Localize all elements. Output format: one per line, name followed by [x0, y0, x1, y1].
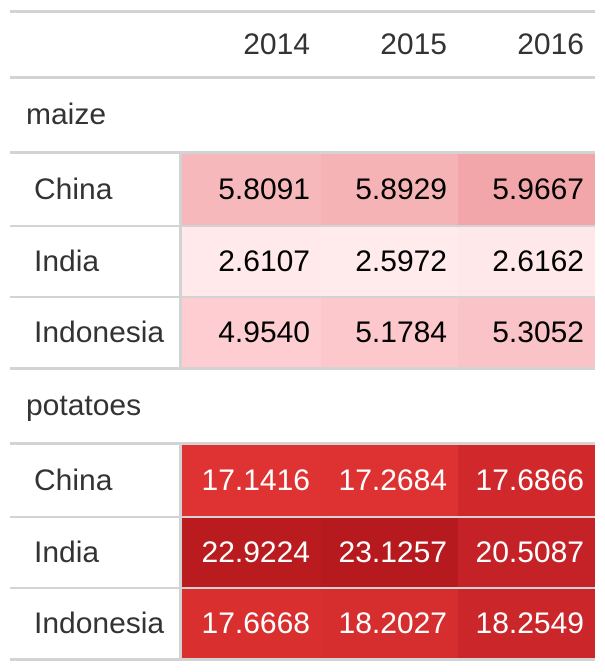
- table-row: China 5.8091 5.8929 5.9667: [10, 154, 595, 225]
- group-label-maize: maize: [26, 98, 107, 131]
- stub-header: [10, 13, 182, 76]
- table-cell: 18.2549: [458, 589, 595, 658]
- table-cell: 4.9540: [182, 298, 321, 367]
- column-header-2015: 2015: [380, 28, 447, 61]
- group-row-maize: maize: [10, 79, 595, 151]
- table-row: India 2.6107 2.5972 2.6162: [10, 225, 595, 296]
- top-rule: [10, 10, 595, 13]
- table-cell: 17.6866: [458, 445, 595, 516]
- table-cell: 2.6107: [182, 227, 321, 296]
- table-cell: 22.9224: [182, 518, 321, 587]
- table-cell: 20.5087: [458, 518, 595, 587]
- row-label: India: [10, 518, 182, 587]
- table-cell: 5.8091: [182, 154, 321, 225]
- table-cell: 2.6162: [458, 227, 595, 296]
- table-row: China 17.1416 17.2684 17.6866: [10, 445, 595, 516]
- row-label: China: [10, 445, 182, 516]
- data-table: 2014 2015 2016 maize China 5.8091 5.8929…: [10, 10, 595, 661]
- row-label: India: [10, 227, 182, 296]
- row-label: Indonesia: [10, 298, 182, 367]
- table-cell: 23.1257: [321, 518, 458, 587]
- column-header-2014: 2014: [243, 28, 310, 61]
- row-label: Indonesia: [10, 589, 182, 658]
- group-row-potatoes: potatoes: [10, 370, 595, 442]
- table-cell: 5.3052: [458, 298, 595, 367]
- table-cell: 17.1416: [182, 445, 321, 516]
- table-cell: 17.2684: [321, 445, 458, 516]
- table-cell: 5.9667: [458, 154, 595, 225]
- table-row: Indonesia 4.9540 5.1784 5.3052: [10, 296, 595, 367]
- table-cell: 17.6668: [182, 589, 321, 658]
- group-rule-maize: [10, 151, 595, 154]
- table-row: Indonesia 17.6668 18.2027 18.2549: [10, 587, 595, 658]
- column-header-row: 2014 2015 2016: [10, 13, 595, 76]
- table-cell: 18.2027: [321, 589, 458, 658]
- table-cell: 5.8929: [321, 154, 458, 225]
- header-rule: [10, 76, 595, 79]
- group-label-potatoes: potatoes: [26, 389, 142, 422]
- table-cell: 5.1784: [321, 298, 458, 367]
- column-header-2016: 2016: [517, 28, 584, 61]
- bottom-rule: [10, 658, 595, 661]
- row-label: China: [10, 154, 182, 225]
- group-end-rule-maize: [10, 367, 595, 370]
- table-row: India 22.9224 23.1257 20.5087: [10, 516, 595, 587]
- group-rule-potatoes: [10, 442, 595, 445]
- table-cell: 2.5972: [321, 227, 458, 296]
